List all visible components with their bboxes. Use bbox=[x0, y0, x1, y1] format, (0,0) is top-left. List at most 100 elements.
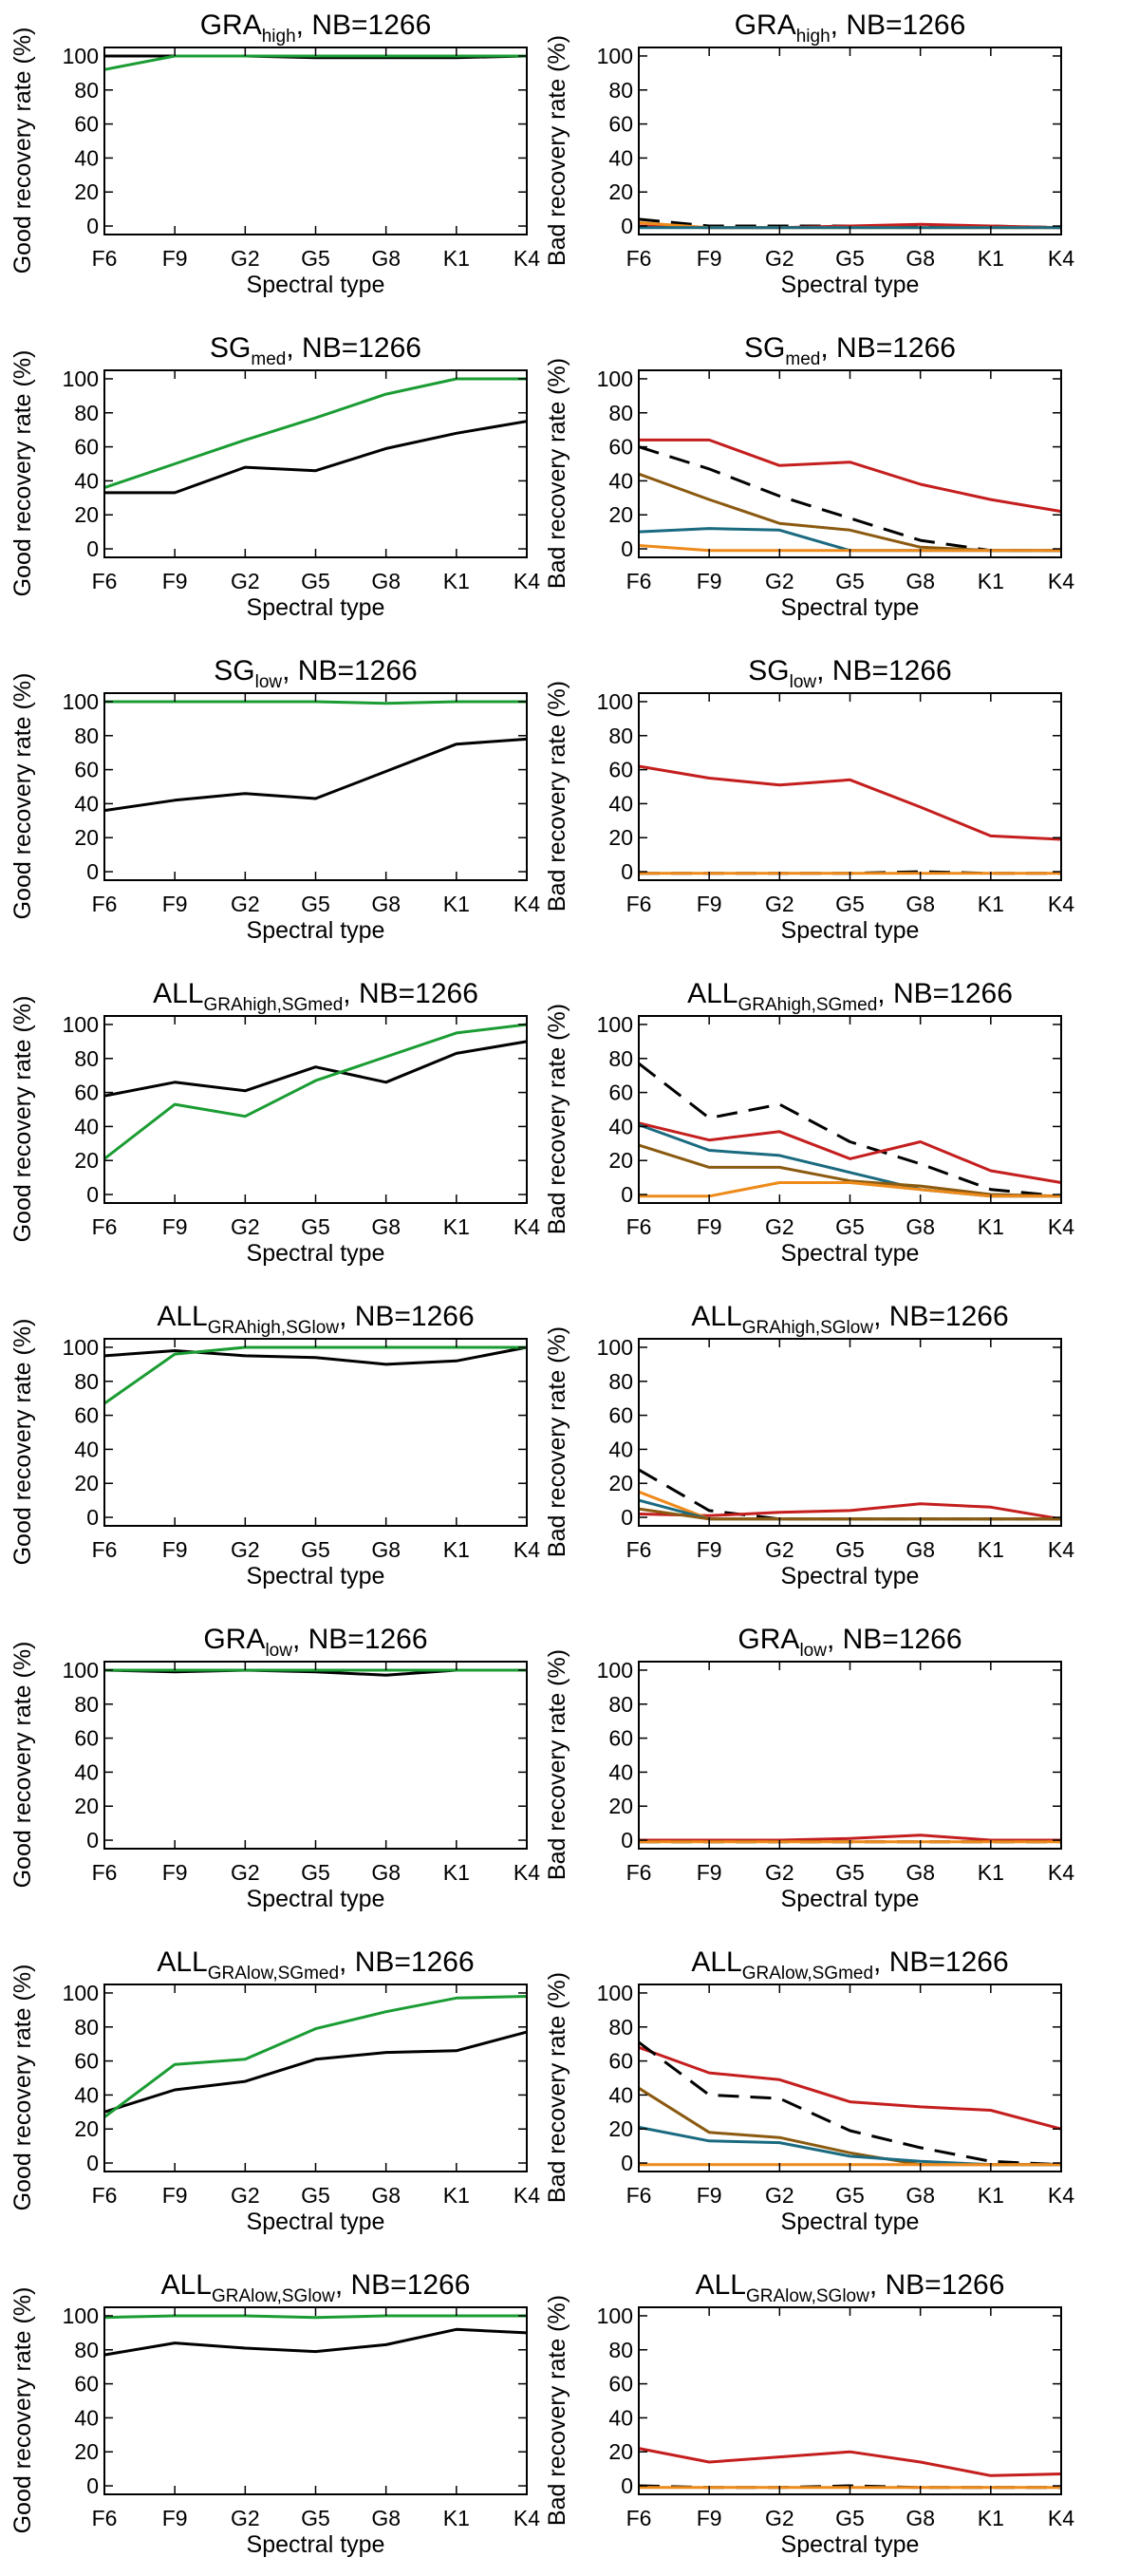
y-tick-label: 20 bbox=[74, 1471, 99, 1495]
y-tick-label: 80 bbox=[608, 401, 633, 425]
y-tick-label: 0 bbox=[86, 1182, 99, 1207]
panel-title: ALLGRAlow,SGlow, NB=1266 bbox=[696, 2269, 1005, 2306]
x-tick-label: G8 bbox=[906, 1214, 935, 1239]
series-line-brown bbox=[638, 472, 1061, 553]
x-tick-label: G2 bbox=[765, 2506, 794, 2530]
y-tick-label: 100 bbox=[597, 1658, 633, 1683]
y-tick-label: 80 bbox=[608, 2338, 633, 2362]
title-suffix: , NB=1266 bbox=[827, 1624, 962, 1655]
title-suffix: , NB=1266 bbox=[339, 1946, 475, 1978]
x-tick-label: G8 bbox=[371, 246, 401, 271]
y-tick-label: 0 bbox=[86, 214, 99, 238]
title-suffix: , NB=1266 bbox=[335, 2269, 471, 2301]
panel-title: GRAhigh, NB=1266 bbox=[735, 9, 966, 47]
x-axis-label: Spectral type bbox=[781, 1886, 920, 1912]
y-tick-label: 100 bbox=[597, 367, 633, 391]
x-tick-label: F6 bbox=[92, 1860, 118, 1885]
y-tick-label: 0 bbox=[621, 1182, 633, 1207]
y-tick-label: 0 bbox=[621, 1505, 633, 1530]
y-tick-label: 40 bbox=[74, 1114, 99, 1138]
x-tick-label: F9 bbox=[162, 2506, 188, 2530]
y-tick-label: 80 bbox=[74, 78, 99, 103]
x-tick-label: F6 bbox=[92, 1537, 118, 1562]
x-axis-label: Spectral type bbox=[781, 2531, 920, 2558]
title-main: ALL bbox=[157, 1301, 207, 1332]
x-tick-label: K4 bbox=[1048, 892, 1074, 916]
x-tick-label: F6 bbox=[92, 2183, 118, 2208]
x-tick-label: G8 bbox=[371, 2506, 401, 2530]
y-tick-label: 100 bbox=[597, 1335, 633, 1360]
y-tick-label: 0 bbox=[621, 536, 633, 561]
y-tick-label: 40 bbox=[608, 468, 633, 493]
y-tick-label: 20 bbox=[608, 2439, 633, 2464]
title-main: ALL bbox=[696, 2269, 746, 2301]
y-axis-label: Good recovery rate (%) bbox=[9, 1642, 36, 1889]
panel-bad-5: ALLGRAhigh,SGlow, NB=1266 0 20 40 60 80 100 F6 F… bbox=[544, 1301, 1074, 1589]
y-axis-label: Good recovery rate (%) bbox=[9, 1319, 36, 1566]
y-tick-label: 80 bbox=[608, 78, 633, 103]
x-tick-label: K4 bbox=[1048, 246, 1074, 271]
y-tick-label: 60 bbox=[608, 2372, 633, 2397]
x-axis-label: Spectral type bbox=[781, 2209, 920, 2235]
x-tick-label: G5 bbox=[835, 1860, 865, 1885]
title-suffix: , NB=1266 bbox=[339, 1301, 475, 1332]
series-line-teal bbox=[638, 1123, 1061, 1198]
x-tick-label: K1 bbox=[978, 1860, 1004, 1885]
y-tick-label: 80 bbox=[608, 2015, 633, 2040]
y-axis-label: Good recovery rate (%) bbox=[9, 28, 36, 274]
plot-frame bbox=[103, 47, 528, 235]
x-tick-label: G2 bbox=[765, 1860, 794, 1885]
x-tick-label: K1 bbox=[978, 2183, 1004, 2208]
x-axis-label: Spectral type bbox=[247, 917, 385, 944]
y-tick-label: 80 bbox=[608, 1046, 633, 1071]
y-tick-label: 60 bbox=[74, 112, 99, 137]
x-tick-label: G8 bbox=[371, 1860, 401, 1885]
x-tick-label: K1 bbox=[978, 2506, 1004, 2530]
x-tick-label: G5 bbox=[301, 1537, 330, 1562]
y-tick-label: 60 bbox=[608, 2049, 633, 2074]
y-axis-label: Bad recovery rate (%) bbox=[544, 358, 570, 589]
series-line-red bbox=[638, 764, 1062, 841]
x-tick-label: K1 bbox=[443, 1214, 470, 1239]
x-tick-label: G8 bbox=[906, 2506, 935, 2530]
y-tick-label: 0 bbox=[86, 1505, 99, 1530]
x-axis-label: Spectral type bbox=[247, 272, 385, 298]
series-line-green bbox=[103, 1345, 527, 1405]
x-tick-label: F6 bbox=[92, 1214, 118, 1239]
panel-good-1: GRAhigh, NB=1266 0 20 40 60 80 100 F6 F9 G2 G5 G8 K1… bbox=[9, 9, 540, 298]
x-tick-label: G8 bbox=[906, 892, 935, 916]
y-tick-label: 20 bbox=[74, 2439, 99, 2464]
panel-title: SGlow, NB=1266 bbox=[214, 655, 417, 692]
x-tick-label: K1 bbox=[443, 246, 470, 271]
title-suffix: , NB=1266 bbox=[296, 9, 432, 41]
x-tick-label: F9 bbox=[162, 892, 188, 916]
plot-frame bbox=[103, 1984, 528, 2172]
x-tick-label: G2 bbox=[765, 2183, 794, 2208]
x-axis-label: Spectral type bbox=[781, 917, 920, 944]
x-tick-label: F9 bbox=[697, 1860, 722, 1885]
x-tick-label: K4 bbox=[513, 1860, 540, 1885]
x-tick-label: G2 bbox=[231, 569, 260, 593]
title-suffix: , NB=1266 bbox=[831, 9, 966, 41]
y-axis-label: Good recovery rate (%) bbox=[9, 996, 36, 1243]
x-tick-label: G2 bbox=[231, 1860, 260, 1885]
title-main: ALL bbox=[153, 978, 203, 1009]
y-tick-label: 40 bbox=[74, 145, 99, 170]
x-tick-label: F9 bbox=[162, 246, 188, 271]
x-tick-label: K4 bbox=[513, 892, 540, 916]
title-suffix: , NB=1266 bbox=[816, 655, 952, 686]
panel-title: GRAhigh, NB=1266 bbox=[200, 9, 432, 47]
title-suffix: , NB=1266 bbox=[820, 332, 956, 364]
panel-title: ALLGRAhigh,SGlow, NB=1266 bbox=[691, 1301, 1008, 1338]
x-tick-label: K1 bbox=[978, 1537, 1004, 1562]
panel-good-3: SGlow, NB=1266 0 20 40 60 80 100 F6 F9 G2 G5 G8 K1 K4… bbox=[9, 655, 540, 944]
panel-title: ALLGRAlow,SGlow, NB=1266 bbox=[161, 2269, 471, 2306]
x-tick-label: G5 bbox=[301, 2506, 330, 2530]
y-tick-label: 60 bbox=[608, 1081, 633, 1105]
panel-title: SGmed, NB=1266 bbox=[210, 332, 421, 369]
y-axis-label: Bad recovery rate (%) bbox=[544, 1326, 570, 1557]
x-tick-label: F6 bbox=[626, 892, 652, 916]
title-subscript: GRAhigh,SGmed bbox=[738, 995, 877, 1015]
x-tick-label: F6 bbox=[92, 569, 118, 593]
y-tick-label: 60 bbox=[74, 1081, 99, 1105]
